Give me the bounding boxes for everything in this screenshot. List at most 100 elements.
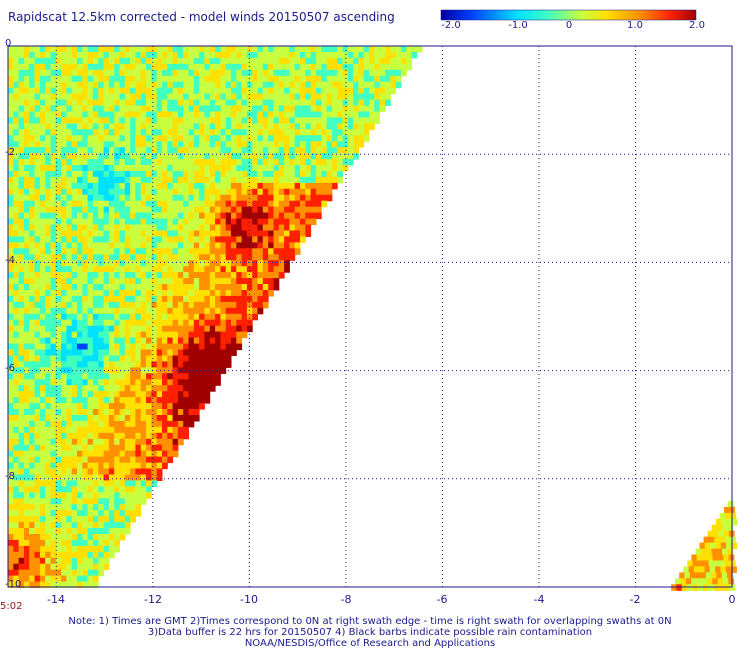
- heatmap-cell: [119, 534, 126, 541]
- heatmap-cell: [310, 52, 317, 59]
- heatmap-cell: [108, 367, 115, 374]
- heatmap-cell: [29, 278, 35, 285]
- heatmap-cell: [353, 93, 359, 101]
- heatmap-cell: [61, 147, 67, 154]
- heatmap-cell: [215, 260, 221, 267]
- heatmap-cell: [188, 295, 195, 303]
- heatmap-cell: [66, 141, 73, 148]
- heatmap-cell: [130, 415, 136, 422]
- heatmap-cell: [34, 224, 41, 231]
- heatmap-cell: [358, 129, 365, 136]
- heatmap-cell: [146, 254, 152, 261]
- heatmap-cell: [45, 444, 51, 452]
- heatmap-cell: [215, 331, 221, 339]
- heatmap-cell: [156, 147, 163, 154]
- heatmap-cell: [29, 313, 35, 321]
- heatmap-cell: [50, 337, 57, 345]
- heatmap-cell: [188, 87, 195, 95]
- heatmap-cell: [77, 52, 83, 59]
- heatmap-cell: [262, 194, 269, 202]
- heatmap-cell: [18, 123, 25, 130]
- heatmap-cell: [188, 379, 195, 386]
- heatmap-cell: [71, 444, 78, 452]
- heatmap-cell: [71, 284, 78, 291]
- heatmap-cell: [55, 426, 62, 434]
- heatmap-cell: [34, 480, 41, 487]
- heatmap-cell: [87, 415, 94, 422]
- heatmap-cell: [114, 200, 120, 208]
- heatmap-cell: [278, 93, 285, 101]
- heatmap-cell: [347, 46, 354, 53]
- y-tick-label: -4: [5, 255, 15, 266]
- heatmap-cell: [273, 278, 280, 285]
- heatmap-cell: [321, 159, 328, 166]
- heatmap-cell: [66, 349, 73, 356]
- heatmap-cell: [268, 63, 274, 71]
- heatmap-cell: [156, 218, 163, 226]
- heatmap-cell: [204, 75, 211, 83]
- heatmap-cell: [103, 57, 110, 65]
- heatmap-cell: [188, 391, 195, 398]
- heatmap-cell: [55, 284, 62, 291]
- heatmap-cell: [177, 301, 184, 309]
- heatmap-cell: [135, 57, 142, 65]
- heatmap-cell: [262, 171, 269, 178]
- heatmap-cell: [204, 290, 211, 297]
- heatmap-cell: [209, 343, 216, 351]
- heatmap-cell: [241, 230, 248, 237]
- heatmap-cell: [689, 572, 696, 579]
- heatmap-cell: [188, 301, 195, 309]
- heatmap-cell: [300, 212, 306, 220]
- heatmap-cell: [289, 206, 296, 214]
- heatmap-cell: [305, 212, 312, 220]
- heatmap-cell: [13, 415, 20, 422]
- heatmap-cell: [45, 373, 51, 380]
- heatmap-cell: [220, 141, 227, 148]
- heatmap-cell: [18, 450, 25, 458]
- heatmap-cell: [156, 111, 163, 118]
- heatmap-cell: [34, 52, 41, 59]
- heatmap-cell: [326, 159, 333, 166]
- heatmap-cell: [156, 123, 163, 130]
- x-tick-label: 0: [728, 593, 736, 606]
- heatmap-cell: [252, 301, 258, 309]
- heatmap-cell: [727, 548, 734, 556]
- heatmap-cell: [119, 498, 126, 505]
- heatmap-cell: [23, 218, 30, 226]
- heatmap-cell: [61, 206, 67, 214]
- heatmap-cell: [98, 409, 105, 416]
- heatmap-cell: [310, 165, 317, 172]
- heatmap-cell: [8, 69, 14, 77]
- heatmap-cell: [13, 129, 20, 136]
- heatmap-cell: [172, 123, 179, 130]
- heatmap-cell: [39, 569, 46, 577]
- heatmap-cell: [252, 182, 258, 190]
- heatmap-cell: [294, 117, 301, 124]
- heatmap-cell: [692, 560, 699, 567]
- heatmap-cell: [284, 159, 290, 166]
- heatmap-cell: [18, 391, 25, 398]
- heatmap-cell: [124, 159, 131, 166]
- heatmap-cell: [151, 218, 158, 226]
- heatmap-cell: [61, 385, 67, 392]
- heatmap-cell: [167, 200, 174, 208]
- heatmap-cell: [146, 194, 152, 202]
- heatmap-cell: [8, 218, 14, 226]
- heatmap-cell: [45, 325, 51, 333]
- heatmap-cell: [156, 355, 163, 362]
- heatmap-cell: [215, 117, 221, 124]
- heatmap-cell: [252, 236, 258, 243]
- heatmap-cell: [39, 194, 46, 202]
- heatmap-cell: [45, 409, 51, 416]
- heatmap-cell: [77, 444, 83, 452]
- heatmap-cell: [66, 46, 73, 53]
- heatmap-cell: [151, 272, 158, 279]
- heatmap-cell: [231, 129, 237, 136]
- heatmap-cell: [29, 563, 35, 571]
- heatmap-cell: [167, 111, 174, 118]
- heatmap-cell: [268, 135, 274, 142]
- heatmap-cell: [50, 165, 57, 172]
- heatmap-cell: [140, 254, 147, 261]
- heatmap-cell: [310, 75, 317, 83]
- heatmap-cell: [98, 75, 105, 83]
